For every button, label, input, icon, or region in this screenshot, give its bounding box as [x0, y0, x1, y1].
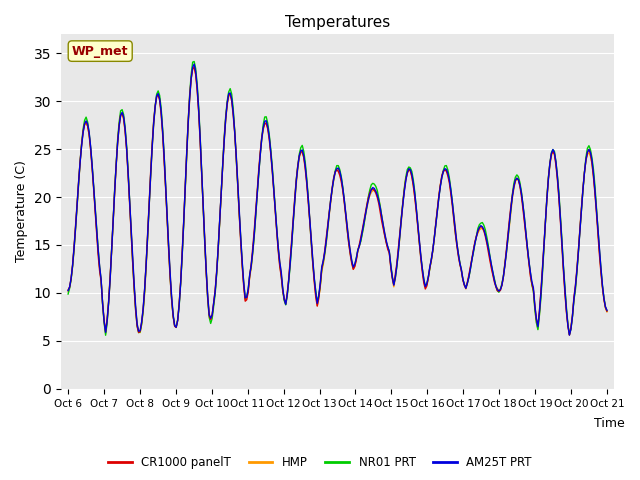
Legend: CR1000 panelT, HMP, NR01 PRT, AM25T PRT: CR1000 panelT, HMP, NR01 PRT, AM25T PRT: [104, 452, 536, 474]
AM25T PRT: [603, 307, 611, 313]
CR1000 panelT: [566, 332, 573, 338]
NR01 PRT: [303, 176, 310, 181]
Line: NR01 PRT: NR01 PRT: [68, 61, 607, 335]
AM25T PRT: [301, 163, 309, 168]
AM25T PRT: [566, 332, 573, 338]
Y-axis label: Temperature (C): Temperature (C): [15, 160, 28, 263]
NR01 PRT: [246, 272, 253, 278]
NR01 PRT: [190, 59, 198, 64]
Line: HMP: HMP: [68, 67, 607, 335]
HMP: [301, 164, 309, 170]
AM25T PRT: [190, 61, 198, 67]
HMP: [566, 332, 573, 337]
AM25T PRT: [576, 228, 584, 233]
HMP: [253, 192, 261, 198]
CR1000 panelT: [131, 285, 138, 291]
X-axis label: Time: Time: [595, 417, 625, 430]
Line: CR1000 panelT: CR1000 panelT: [68, 67, 607, 335]
HMP: [64, 289, 72, 295]
NR01 PRT: [255, 171, 262, 177]
HMP: [227, 92, 234, 97]
AM25T PRT: [131, 280, 138, 286]
NR01 PRT: [576, 227, 584, 233]
AM25T PRT: [244, 286, 252, 292]
CR1000 panelT: [603, 308, 611, 314]
NR01 PRT: [64, 291, 72, 297]
HMP: [190, 64, 198, 70]
NR01 PRT: [102, 332, 109, 338]
Text: WP_met: WP_met: [72, 45, 129, 58]
AM25T PRT: [64, 288, 72, 293]
CR1000 panelT: [64, 287, 72, 293]
HMP: [244, 288, 252, 294]
NR01 PRT: [603, 308, 611, 313]
HMP: [576, 228, 584, 233]
CR1000 panelT: [244, 289, 252, 295]
CR1000 panelT: [301, 166, 309, 172]
NR01 PRT: [132, 307, 140, 313]
CR1000 panelT: [190, 64, 198, 70]
AM25T PRT: [227, 90, 234, 96]
Title: Temperatures: Temperatures: [285, 15, 390, 30]
CR1000 panelT: [576, 225, 584, 231]
HMP: [131, 283, 138, 288]
NR01 PRT: [228, 91, 236, 97]
AM25T PRT: [253, 191, 261, 196]
Line: AM25T PRT: AM25T PRT: [68, 64, 607, 335]
HMP: [603, 309, 611, 315]
CR1000 panelT: [227, 91, 234, 97]
CR1000 panelT: [253, 188, 261, 194]
